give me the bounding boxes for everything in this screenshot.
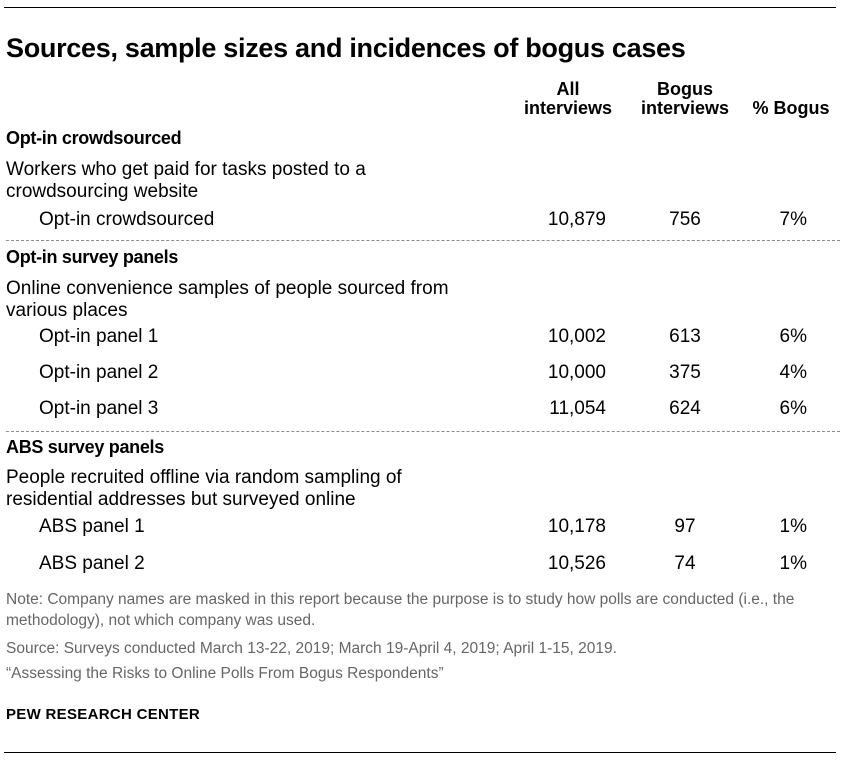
all-interviews-value: 10,002	[547, 326, 606, 347]
row-label: Opt-in panel 2	[39, 362, 159, 383]
section-divider	[6, 240, 840, 241]
source-note: Source: Surveys conducted March 13-22, 2…	[6, 640, 617, 657]
table-row: ABS panel 2 10,526 74 1%	[0, 553, 850, 577]
column-header-bogus-line2: interviews	[640, 98, 730, 118]
all-interviews-value: 10,178	[547, 516, 606, 537]
bogus-interviews-value: 375	[669, 362, 701, 383]
bogus-interviews-value: 756	[669, 209, 701, 230]
row-label: Opt-in crowdsourced	[39, 209, 215, 230]
pct-bogus-value: 4%	[779, 362, 807, 383]
bogus-interviews-value: 624	[669, 398, 701, 419]
group-title-survey-panels: Opt-in survey panels	[6, 247, 179, 267]
table-row: ABS panel 1 10,178 97 1%	[0, 516, 850, 540]
column-header-all-interviews: All interviews	[508, 80, 628, 118]
all-interviews-value: 10,000	[547, 362, 606, 383]
table-row: Opt-in crowdsourced 10,879 756 7%	[0, 209, 850, 233]
column-header-bogus-line1: Bogus	[657, 79, 713, 99]
bogus-interviews-value: 74	[674, 553, 696, 574]
table-row: Opt-in panel 2 10,000 375 4%	[0, 362, 850, 386]
footnote: Note: Company names are masked in this r…	[6, 591, 795, 629]
pct-bogus-value: 6%	[779, 398, 807, 419]
group-description-abs-panels: People recruited offline via random samp…	[6, 467, 402, 510]
row-label: ABS panel 1	[39, 516, 145, 537]
row-label: ABS panel 2	[39, 553, 145, 574]
column-header-bogus-interviews: Bogus interviews	[628, 80, 742, 118]
group-description-survey-panels: Online convenience samples of people sou…	[6, 278, 449, 321]
top-rule	[4, 7, 836, 8]
table-row: Opt-in panel 3 11,054 624 6%	[0, 398, 850, 422]
pct-bogus-value: 1%	[779, 516, 807, 537]
all-interviews-value: 10,526	[547, 553, 606, 574]
column-header-all-line2: interviews	[523, 98, 613, 118]
all-interviews-value: 10,879	[547, 209, 606, 230]
row-label: Opt-in panel 1	[39, 326, 159, 347]
column-header-all-line1: All	[556, 79, 580, 99]
column-header-pct-bogus: % Bogus	[752, 98, 830, 118]
all-interviews-value: 11,054	[549, 398, 606, 419]
group-title-crowdsourced: Opt-in crowdsourced	[6, 128, 182, 148]
pct-bogus-value: 1%	[779, 553, 807, 574]
group-description-crowdsourced: Workers who get paid for tasks posted to…	[6, 159, 366, 202]
section-divider	[6, 431, 840, 432]
row-label: Opt-in panel 3	[39, 398, 159, 419]
bogus-interviews-value: 97	[674, 516, 696, 537]
table-row: Opt-in panel 1 10,002 613 6%	[0, 326, 850, 350]
brand-logo-text: PEW RESEARCH CENTER	[6, 706, 201, 723]
bottom-rule	[4, 752, 836, 753]
pct-bogus-value: 7%	[779, 209, 807, 230]
pct-bogus-value: 6%	[779, 326, 807, 347]
bogus-interviews-value: 613	[669, 326, 701, 347]
group-title-abs-panels: ABS survey panels	[6, 437, 164, 457]
page-title: Sources, sample sizes and incidences of …	[6, 33, 686, 63]
report-title-note: “Assessing the Risks to Online Polls Fro…	[6, 665, 444, 682]
